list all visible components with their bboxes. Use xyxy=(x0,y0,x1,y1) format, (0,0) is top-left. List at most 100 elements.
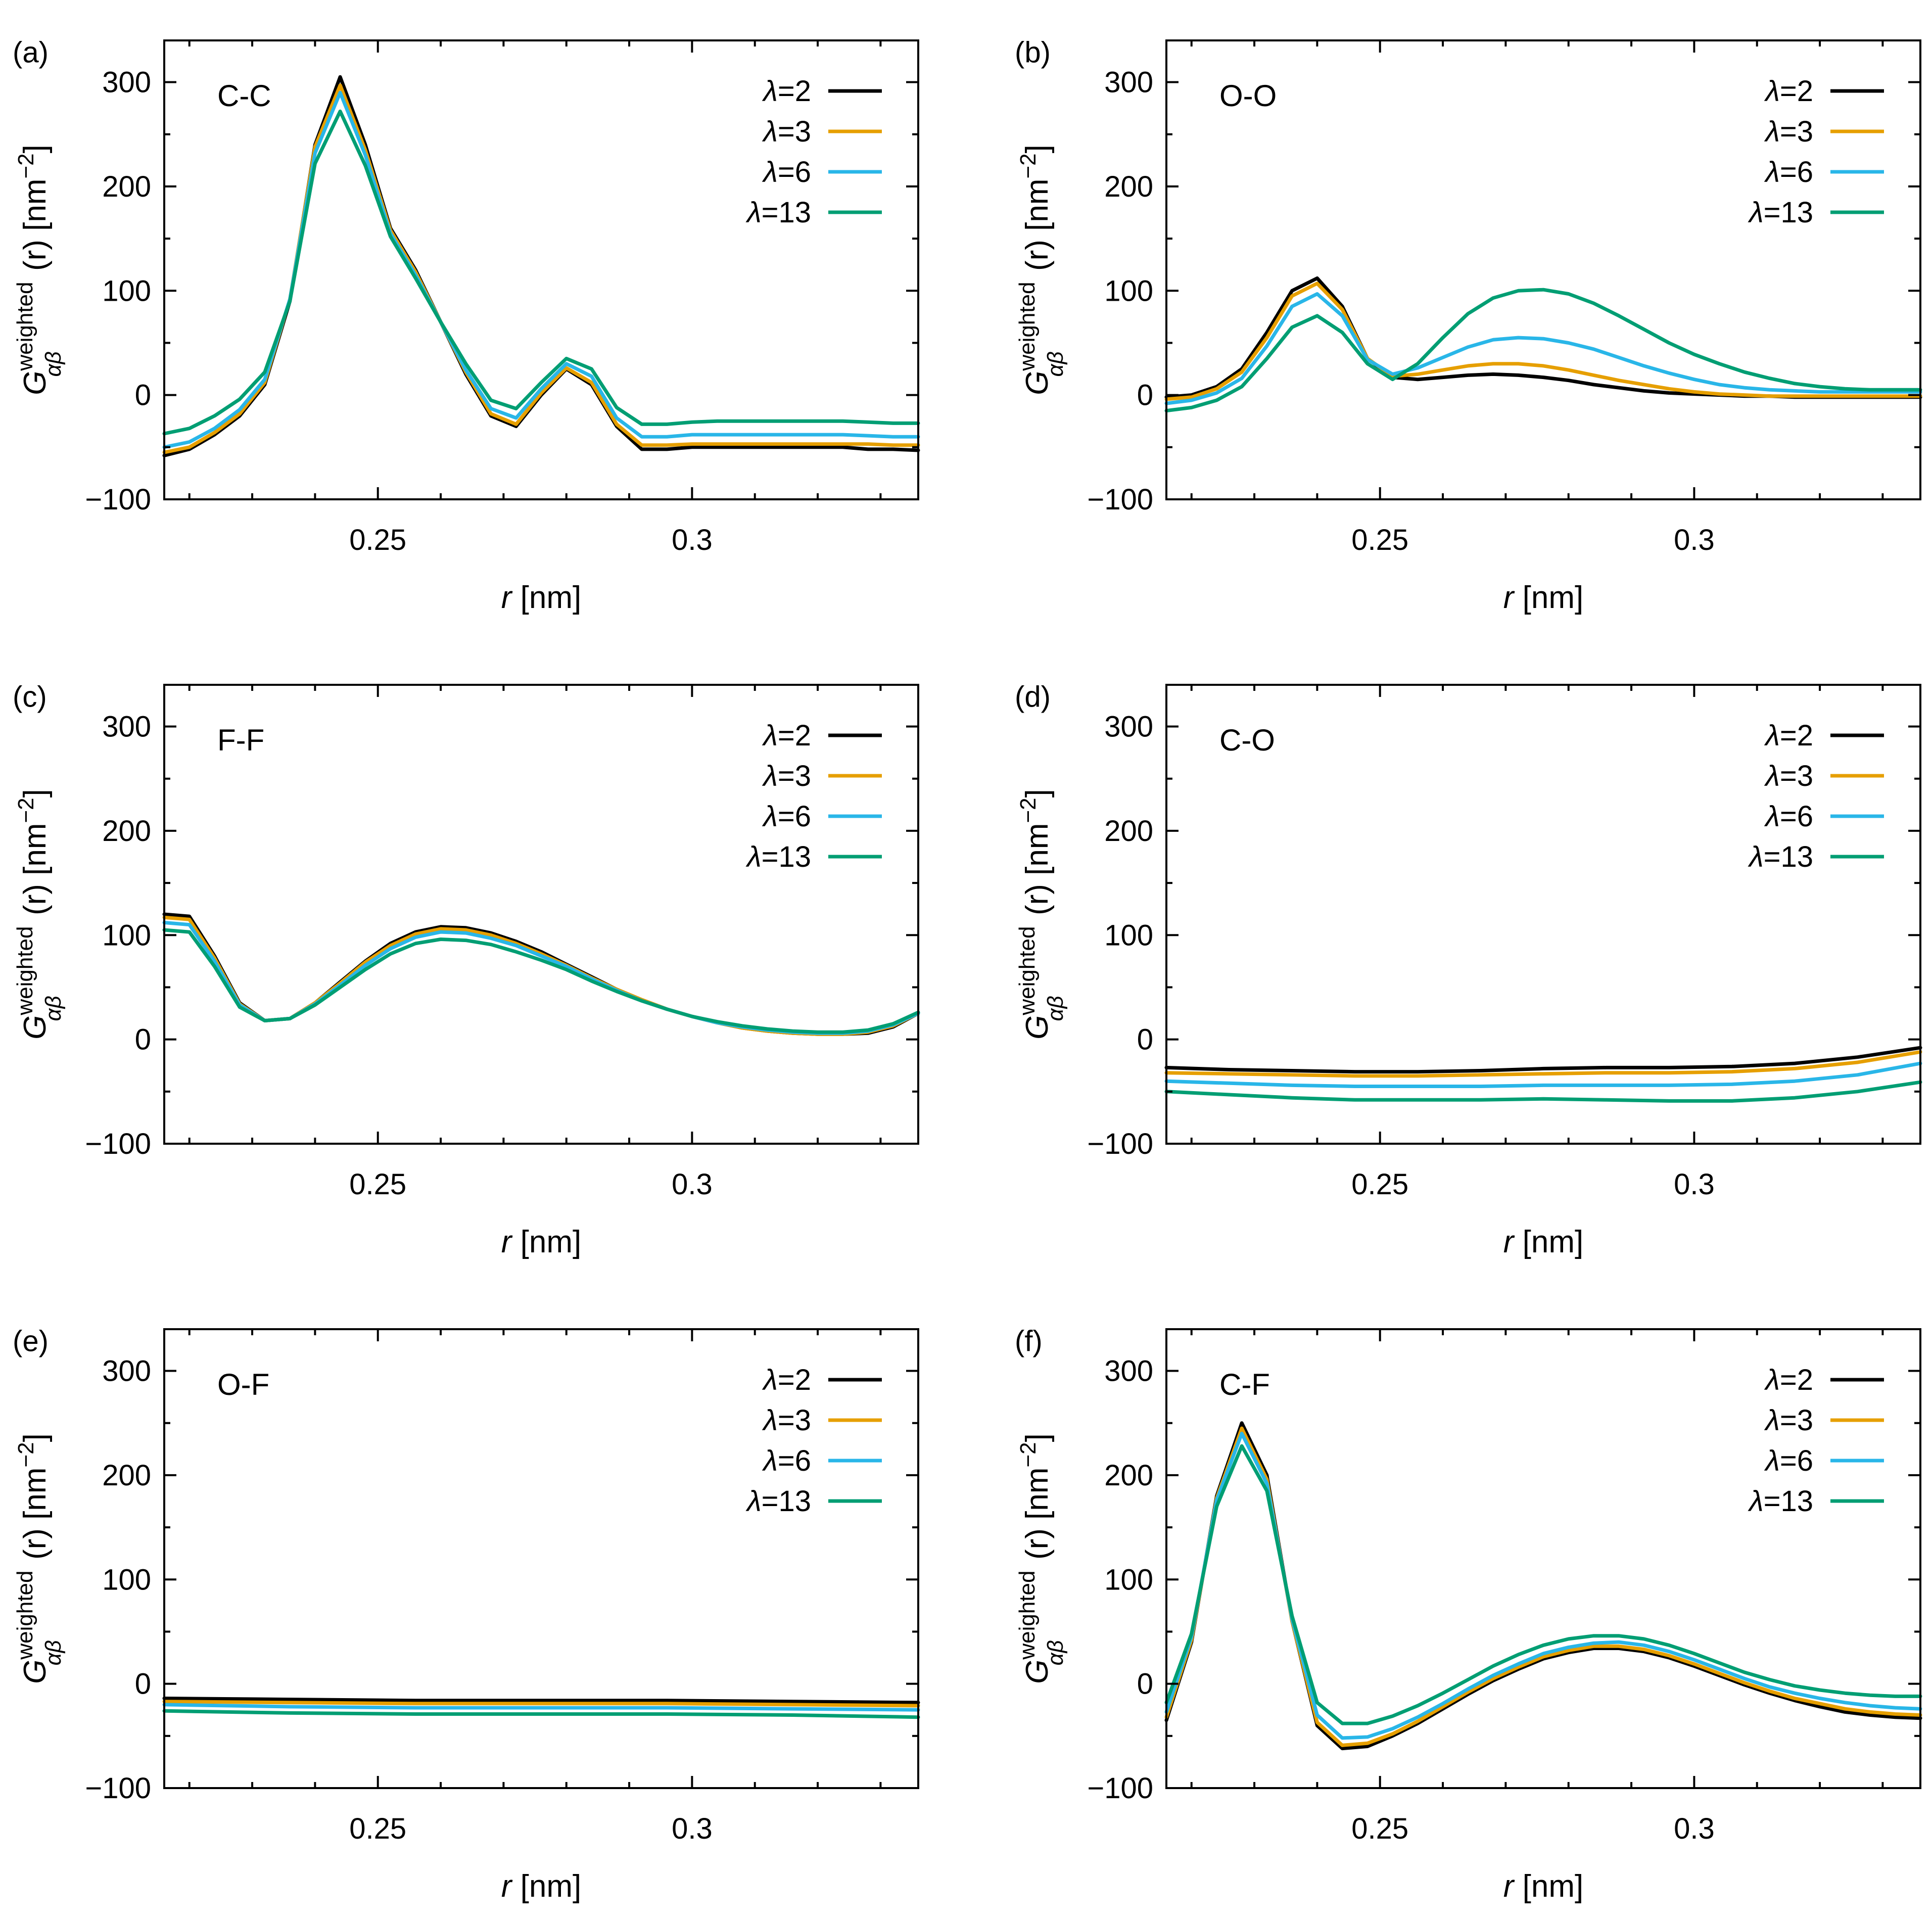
legend-label: λ=3 xyxy=(1764,115,1813,148)
x-axis-unit: [nm] xyxy=(511,580,581,615)
x-tick-label: 0.25 xyxy=(1351,1812,1408,1845)
pair-label: C-O xyxy=(1219,723,1275,757)
x-axis-label: r [nm] xyxy=(501,1869,581,1904)
series-line-lambda-2 xyxy=(1164,1046,1922,1074)
x-tick-label: 0.25 xyxy=(349,1812,406,1845)
y-axis-exponent: −2 xyxy=(1016,798,1041,823)
legend-greek: λ xyxy=(1764,800,1780,833)
y-axis-argument: (r) [nm xyxy=(1020,1468,1055,1569)
y-tick-label: 200 xyxy=(1104,815,1153,848)
y-tick-label: 0 xyxy=(135,379,151,412)
legend-greek: λ xyxy=(745,196,762,229)
y-tick-label: 200 xyxy=(1104,170,1153,203)
y-axis-subscript: αβ xyxy=(1043,1640,1068,1665)
legend-greek: λ xyxy=(745,840,762,873)
y-tick-label: 100 xyxy=(1104,919,1153,952)
legend-greek: λ xyxy=(762,1444,778,1477)
panel-letter: (b) xyxy=(1015,36,1051,69)
y-axis-close: ] xyxy=(18,1433,53,1442)
series-line-lambda-13 xyxy=(162,109,920,436)
x-axis-unit: [nm] xyxy=(511,1869,581,1904)
y-axis-exponent: −2 xyxy=(1016,1442,1041,1467)
legend-suffix: =6 xyxy=(778,156,811,189)
y-axis-argument: (r) [nm xyxy=(1020,823,1055,924)
x-axis-label: r [nm] xyxy=(501,580,581,615)
legend-label: λ=2 xyxy=(1764,719,1813,752)
y-tick-label: 300 xyxy=(102,1355,151,1388)
y-tick-label: 0 xyxy=(1137,379,1153,412)
legend-suffix: =2 xyxy=(778,719,811,752)
x-tick-label: 0.3 xyxy=(672,1168,713,1201)
legend-greek: λ xyxy=(1764,760,1780,792)
y-axis-argument: (r) [nm xyxy=(18,1468,53,1569)
legend-label: λ=13 xyxy=(1748,840,1813,873)
panel-letter: (e) xyxy=(13,1325,49,1358)
legend-label: λ=6 xyxy=(762,156,811,189)
x-tick-label: 0.3 xyxy=(1674,1168,1715,1201)
y-axis-label: Gweighted αβ (r) [nm−2] xyxy=(13,1433,66,1684)
y-axis-symbol: G xyxy=(1020,1015,1055,1040)
y-axis-superscript: weighted xyxy=(13,926,37,1016)
y-tick-label: 300 xyxy=(102,711,151,743)
legend: λ=2λ=3λ=6λ=13 xyxy=(1748,75,1884,229)
x-axis-label: r [nm] xyxy=(1503,1225,1583,1259)
y-tick-label: 100 xyxy=(102,1563,151,1596)
y-axis-superscript: weighted xyxy=(13,282,37,371)
legend-greek: λ xyxy=(745,1485,762,1518)
legend: λ=2λ=3λ=6λ=13 xyxy=(1748,1364,1884,1518)
pair-label: O-O xyxy=(1219,79,1277,113)
legend-label: λ=6 xyxy=(762,800,811,833)
series-line-lambda-6 xyxy=(1164,1061,1922,1088)
legend-suffix: =2 xyxy=(778,75,811,108)
legend-label: λ=3 xyxy=(762,1404,811,1437)
y-axis-superscript: weighted xyxy=(13,1571,37,1660)
plot-frame xyxy=(163,1328,919,1789)
y-axis-subscript: αβ xyxy=(1043,351,1068,377)
legend-suffix: =3 xyxy=(778,1404,811,1437)
legend-greek: λ xyxy=(762,800,778,833)
legend-label: λ=13 xyxy=(1748,1485,1813,1518)
y-tick-label: −100 xyxy=(85,1128,151,1160)
plot-frame xyxy=(163,684,919,1145)
legend-suffix: =13 xyxy=(762,1485,811,1518)
y-axis-symbol: G xyxy=(1020,1660,1055,1684)
legend: λ=2λ=3λ=6λ=13 xyxy=(745,1364,882,1518)
y-tick-label: 200 xyxy=(1104,1459,1153,1492)
x-axis-var: r xyxy=(1503,580,1515,615)
y-axis-argument: (r) [nm xyxy=(1020,179,1055,280)
y-axis-label: Gweighted αβ (r) [nm−2] xyxy=(1015,1433,1068,1684)
legend-label: λ=3 xyxy=(762,760,811,792)
x-axis-var: r xyxy=(501,1869,513,1904)
y-tick-label: −100 xyxy=(1087,1128,1153,1160)
legend-greek: λ xyxy=(762,156,778,189)
legend-suffix: =2 xyxy=(1780,719,1813,752)
x-tick-label: 0.25 xyxy=(349,1168,406,1201)
panel-letter: (d) xyxy=(1015,681,1051,714)
legend-suffix: =2 xyxy=(778,1364,811,1396)
series-lines xyxy=(162,75,920,457)
y-tick-label: 0 xyxy=(135,1023,151,1056)
legend-label: λ=13 xyxy=(745,196,811,229)
legend-greek: λ xyxy=(762,1364,778,1396)
legend-greek: λ xyxy=(762,760,778,792)
series-line-lambda-6 xyxy=(1164,292,1922,405)
x-axis-unit: [nm] xyxy=(511,1225,581,1259)
y-tick-label: 100 xyxy=(102,274,151,307)
y-axis-label: Gweighted αβ (r) [nm−2] xyxy=(13,789,66,1040)
plot-frame xyxy=(1165,1328,1921,1789)
legend-suffix: =3 xyxy=(1780,760,1813,792)
legend-suffix: =6 xyxy=(1780,800,1813,833)
legend-suffix: =6 xyxy=(1780,156,1813,189)
legend-suffix: =3 xyxy=(1780,1404,1813,1437)
legend-greek: λ xyxy=(1764,719,1780,752)
series-line-lambda-3 xyxy=(162,1700,920,1708)
series-line-lambda-13 xyxy=(162,928,920,1034)
x-axis-var: r xyxy=(1503,1869,1515,1904)
x-axis-label: r [nm] xyxy=(1503,580,1583,615)
y-tick-label: 300 xyxy=(1104,711,1153,743)
series-line-lambda-13 xyxy=(162,1709,920,1719)
y-tick-label: −100 xyxy=(85,1772,151,1805)
